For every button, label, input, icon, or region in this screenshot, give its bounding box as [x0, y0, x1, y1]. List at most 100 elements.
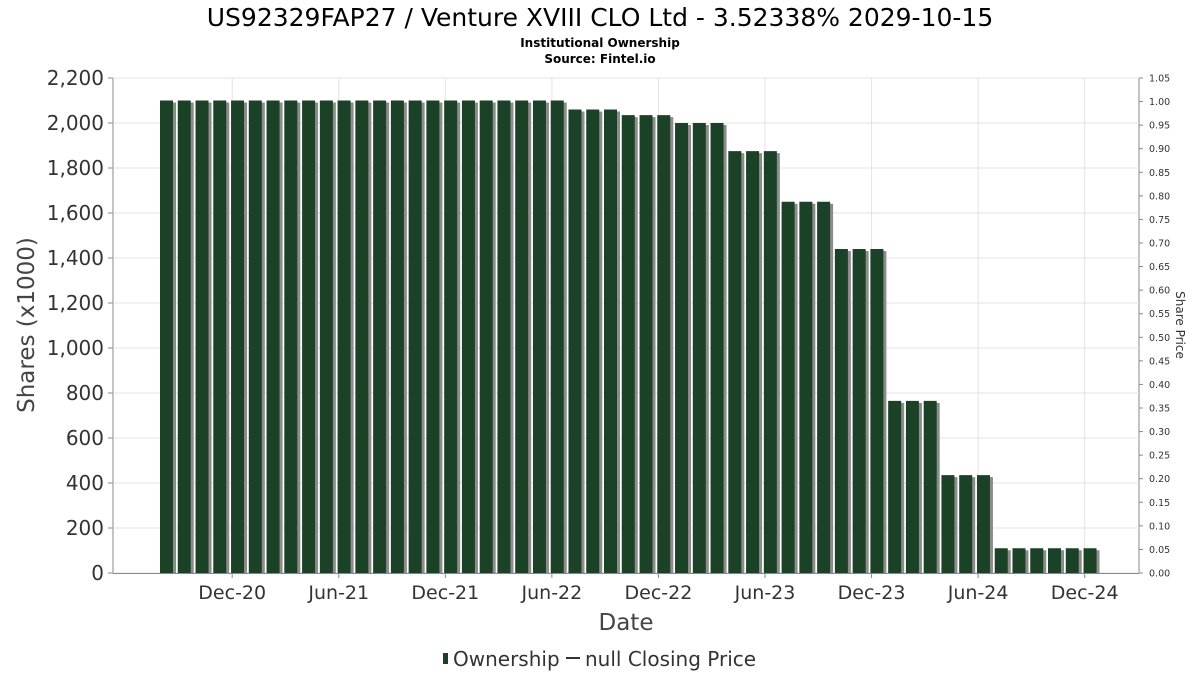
chart-source: Source: Fintel.io: [544, 52, 655, 66]
bar: [319, 100, 333, 573]
x-axis-label: Date: [599, 610, 654, 636]
bar: [852, 249, 866, 573]
y2-tick-label: 0.15: [1149, 498, 1170, 509]
legend: Ownership null Closing Price: [443, 647, 756, 671]
y-tick-label: 2,200: [47, 66, 104, 90]
y2-tick-label: 0.90: [1149, 144, 1170, 155]
bar: [1065, 548, 1079, 573]
y2-tick-label: 0.40: [1149, 380, 1170, 391]
chart-title: US92329FAP27 / Venture XVIII CLO Ltd - 3…: [207, 3, 993, 32]
bar: [373, 100, 387, 573]
bar: [408, 100, 422, 573]
bar: [621, 115, 635, 573]
y-tick-label: 600: [66, 426, 104, 450]
y2-tick-label: 0.75: [1149, 215, 1170, 226]
bar: [710, 123, 724, 573]
bar: [763, 151, 777, 573]
bar: [461, 100, 475, 573]
bar: [532, 100, 546, 573]
bar: [959, 475, 973, 573]
y2-tick-label: 0.35: [1149, 404, 1170, 415]
bar: [781, 201, 795, 573]
bar: [355, 100, 369, 573]
y2-tick-label: 0.95: [1149, 121, 1170, 132]
y-tick-label: 1,400: [47, 246, 104, 270]
y2-tick-label: 0.60: [1149, 286, 1170, 297]
y2-tick-label: 0.25: [1149, 451, 1170, 462]
bar: [799, 201, 813, 573]
bar: [1030, 548, 1044, 573]
y-tick-label: 1,200: [47, 291, 104, 315]
bar: [888, 400, 902, 573]
bar: [905, 400, 919, 573]
y-tick-label: 1,800: [47, 156, 104, 180]
y2-tick-label: 0.05: [1149, 545, 1170, 556]
bar: [834, 249, 848, 573]
bar: [160, 100, 173, 573]
bar: [195, 100, 209, 573]
bar: [1012, 548, 1026, 573]
y2-tick-label: 0.85: [1149, 168, 1170, 179]
bar: [976, 475, 990, 573]
bar: [284, 100, 298, 573]
y2-tick-label: 0.70: [1149, 239, 1170, 250]
bar: [337, 100, 351, 573]
bar-series-ownership: [160, 100, 1100, 573]
y2-tick-label: 0.65: [1149, 262, 1170, 273]
y-tick-label: 1,000: [47, 336, 104, 360]
bar: [568, 109, 582, 573]
legend-ownership-label: Ownership: [453, 647, 560, 671]
x-tick-label: Jun-24: [947, 582, 1009, 604]
y-tick-label: 200: [66, 516, 104, 540]
y2-tick-label: 0.30: [1149, 427, 1170, 438]
y-tick-label: 1,600: [47, 201, 104, 225]
bar: [1048, 548, 1061, 573]
y2-tick-label: 0.50: [1149, 333, 1170, 344]
bar: [817, 201, 831, 573]
bar: [231, 100, 245, 573]
bar: [746, 151, 760, 573]
bar: [586, 109, 600, 573]
axes: 0 200 400 600 800 1,000 1,200 1,400 1,600 1,800 2,…: [47, 66, 1170, 604]
y-tick-label: 0: [91, 561, 104, 585]
bar: [692, 123, 706, 573]
y-tick-label: 2,000: [47, 111, 104, 135]
bar: [994, 548, 1008, 573]
legend-ownership-swatch: [443, 653, 448, 664]
y-tick-label: 800: [66, 381, 104, 405]
bar: [177, 100, 191, 573]
bar: [426, 100, 440, 573]
x-tick-label: Dec-23: [838, 582, 906, 604]
bar: [870, 249, 884, 573]
bar: [479, 100, 493, 573]
y2-tick-label: 0.00: [1149, 569, 1170, 580]
x-tick-label: Dec-21: [411, 582, 479, 604]
legend-closing-price-label: null Closing Price: [585, 647, 756, 671]
y2-axis-label: Share Price: [1173, 291, 1187, 359]
bar: [923, 400, 937, 573]
x-tick-label: Dec-22: [625, 582, 693, 604]
bar: [444, 100, 458, 573]
bar: [657, 115, 671, 573]
y2-tick-label: 0.55: [1149, 309, 1170, 320]
x-tick-label: Dec-20: [198, 582, 266, 604]
y2-tick-label: 0.20: [1149, 474, 1170, 485]
bar: [639, 115, 653, 573]
bar: [1083, 548, 1097, 573]
y2-tick-label: 0.80: [1149, 191, 1170, 202]
y-axis-label: Shares (x1000): [14, 237, 40, 413]
bar: [604, 109, 617, 573]
bar: [248, 100, 262, 573]
bar: [266, 100, 280, 573]
y-tick-label: 400: [66, 471, 104, 495]
y2-tick-label: 0.45: [1149, 356, 1170, 367]
bar: [302, 100, 316, 573]
bar: [213, 100, 227, 573]
bar: [550, 100, 564, 573]
bar: [515, 100, 529, 573]
bar: [675, 123, 689, 573]
y2-tick-label: 1.05: [1149, 74, 1170, 85]
y2-tick-label: 0.10: [1149, 521, 1170, 532]
y2-tick-label: 1.00: [1149, 97, 1170, 108]
